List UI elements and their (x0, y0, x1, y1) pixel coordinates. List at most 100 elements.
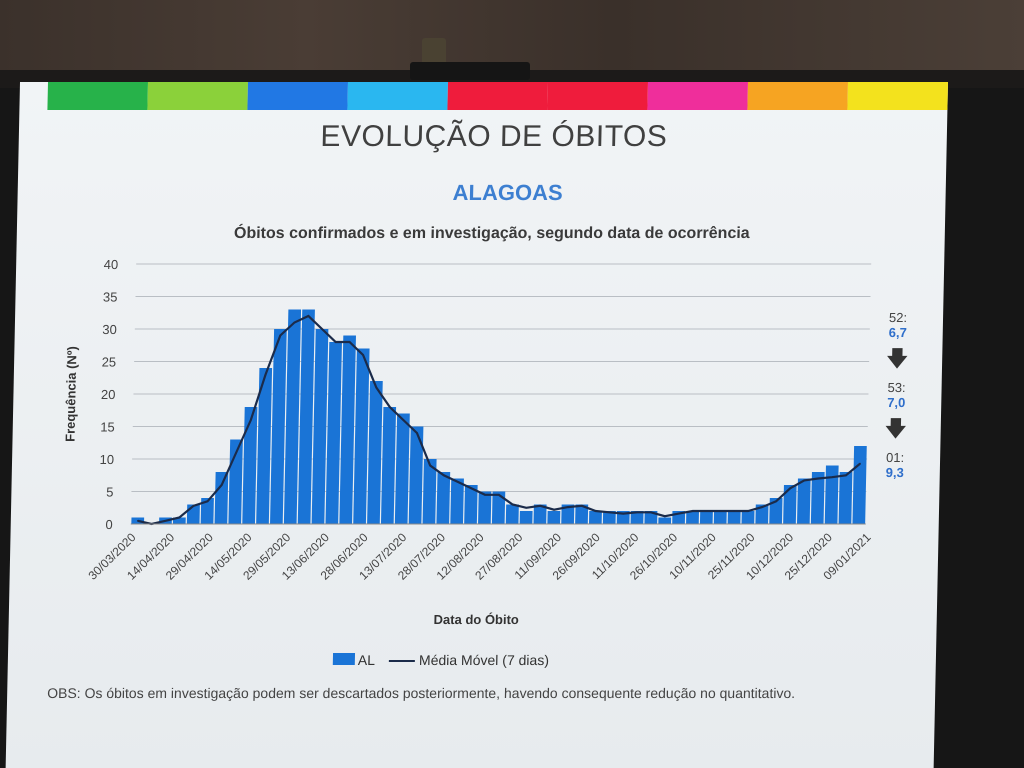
moving-average-point (567, 506, 569, 508)
data-bar (464, 485, 478, 524)
data-bar (519, 511, 533, 524)
region-title: ALAGOAS (452, 180, 563, 205)
moving-average-point (677, 512, 680, 515)
data-bar (658, 517, 672, 524)
data-bar (533, 504, 547, 524)
legend-bar-label: AL (357, 652, 376, 668)
chart-legend: AL Média Móvel (7 dias) (332, 652, 550, 668)
chart-subtitle: Óbitos confirmados e em investigação, se… (233, 225, 750, 242)
moving-average-point (817, 477, 819, 480)
data-bar (699, 511, 713, 524)
data-bar (810, 472, 825, 524)
data-bar (311, 329, 329, 524)
y-tick-label: 35 (103, 290, 118, 305)
moving-average-point (511, 503, 514, 506)
moving-average-point (321, 328, 323, 330)
slide-title: EVOLUÇÃO DE ÓBITOS (320, 120, 668, 153)
weekly-averages: 52: 6,7 🡇 53: 7,0 🡇 01: 9,3 (870, 300, 924, 480)
moving-average-point (192, 505, 195, 507)
moving-average-point (747, 510, 749, 512)
data-bar (852, 446, 867, 524)
data-bar (339, 335, 356, 524)
data-bar (242, 407, 258, 524)
data-bar (270, 329, 287, 524)
data-bar (824, 465, 839, 524)
moving-average-point (664, 515, 666, 518)
moving-average-point (206, 500, 209, 503)
data-bar (214, 472, 229, 524)
arrow-down-icon: 🡇 (884, 416, 908, 441)
y-tick-label: 40 (104, 257, 119, 272)
header-color-segment (847, 82, 948, 110)
moving-average-point (178, 516, 181, 519)
y-tick-label: 0 (105, 517, 113, 532)
y-tick-label: 20 (101, 387, 116, 402)
data-bar (353, 348, 370, 524)
header-color-segment (247, 82, 348, 110)
moving-average-point (220, 484, 223, 486)
y-tick-label: 5 (106, 485, 114, 500)
data-bar (797, 478, 811, 524)
header-color-segment (447, 82, 548, 110)
y-tick-label: 30 (102, 322, 117, 337)
x-axis-label: Data do Óbito (433, 612, 519, 627)
moving-average-point (539, 505, 542, 507)
data-bar (283, 309, 302, 524)
data-bar (838, 472, 853, 524)
legend-item-bars: AL (332, 652, 376, 668)
legend-line-label: Média Móvel (7 dias) (418, 652, 550, 668)
moving-average-point (650, 511, 652, 514)
moving-average-point (733, 510, 736, 512)
week-01-block: 01: 9,3 (870, 450, 921, 480)
moving-average-point (831, 476, 833, 478)
moving-average-point (608, 511, 611, 514)
data-bar (394, 413, 410, 524)
moving-average-point (691, 510, 694, 512)
data-bar (422, 459, 437, 524)
data-bar (547, 511, 561, 524)
data-bar (186, 504, 200, 524)
data-bar (686, 511, 699, 524)
moving-average-point (470, 487, 473, 490)
moving-average-point (705, 510, 708, 512)
data-bar (200, 498, 214, 524)
week-52-block: 52: 6,7 (873, 310, 924, 340)
moving-average-point (553, 508, 555, 511)
moving-average-point (775, 500, 777, 503)
moving-average-point (293, 321, 296, 324)
data-bar (713, 511, 727, 524)
header-color-segment (747, 82, 848, 110)
data-bar (325, 342, 342, 524)
week-label: 01: (885, 450, 905, 465)
line-swatch (388, 660, 416, 663)
data-bar (561, 504, 575, 524)
moving-average-point (761, 506, 763, 508)
data-bar (297, 309, 315, 524)
week-label: 52: (888, 310, 908, 325)
moving-average-point (235, 451, 238, 454)
presentation-slide: EVOLUÇÃO DE ÓBITOS ALAGOAS Óbitos confir… (5, 82, 948, 768)
data-bar (588, 511, 602, 524)
moving-average-point (484, 493, 486, 496)
moving-average-point (429, 464, 431, 467)
moving-average-point (264, 373, 267, 376)
data-bar (478, 491, 492, 524)
moving-average-point (362, 354, 364, 356)
data-bar (630, 511, 644, 524)
moving-average-point (719, 510, 722, 512)
moving-average-point (845, 474, 847, 477)
observation-note: OBS: Os óbitos em investigação podem ser… (47, 685, 796, 701)
moving-average-point (375, 386, 378, 389)
data-bar (408, 426, 424, 524)
moving-average-point (498, 493, 500, 496)
moving-average-point (594, 510, 597, 512)
header-color-segment (647, 82, 748, 110)
data-bar (505, 504, 519, 524)
data-bar (491, 491, 506, 524)
moving-average-point (249, 419, 252, 421)
moving-average-point (388, 406, 391, 408)
header-color-segment (347, 82, 448, 110)
moving-average-point (279, 334, 282, 337)
week-value: 6,7 (888, 325, 907, 340)
